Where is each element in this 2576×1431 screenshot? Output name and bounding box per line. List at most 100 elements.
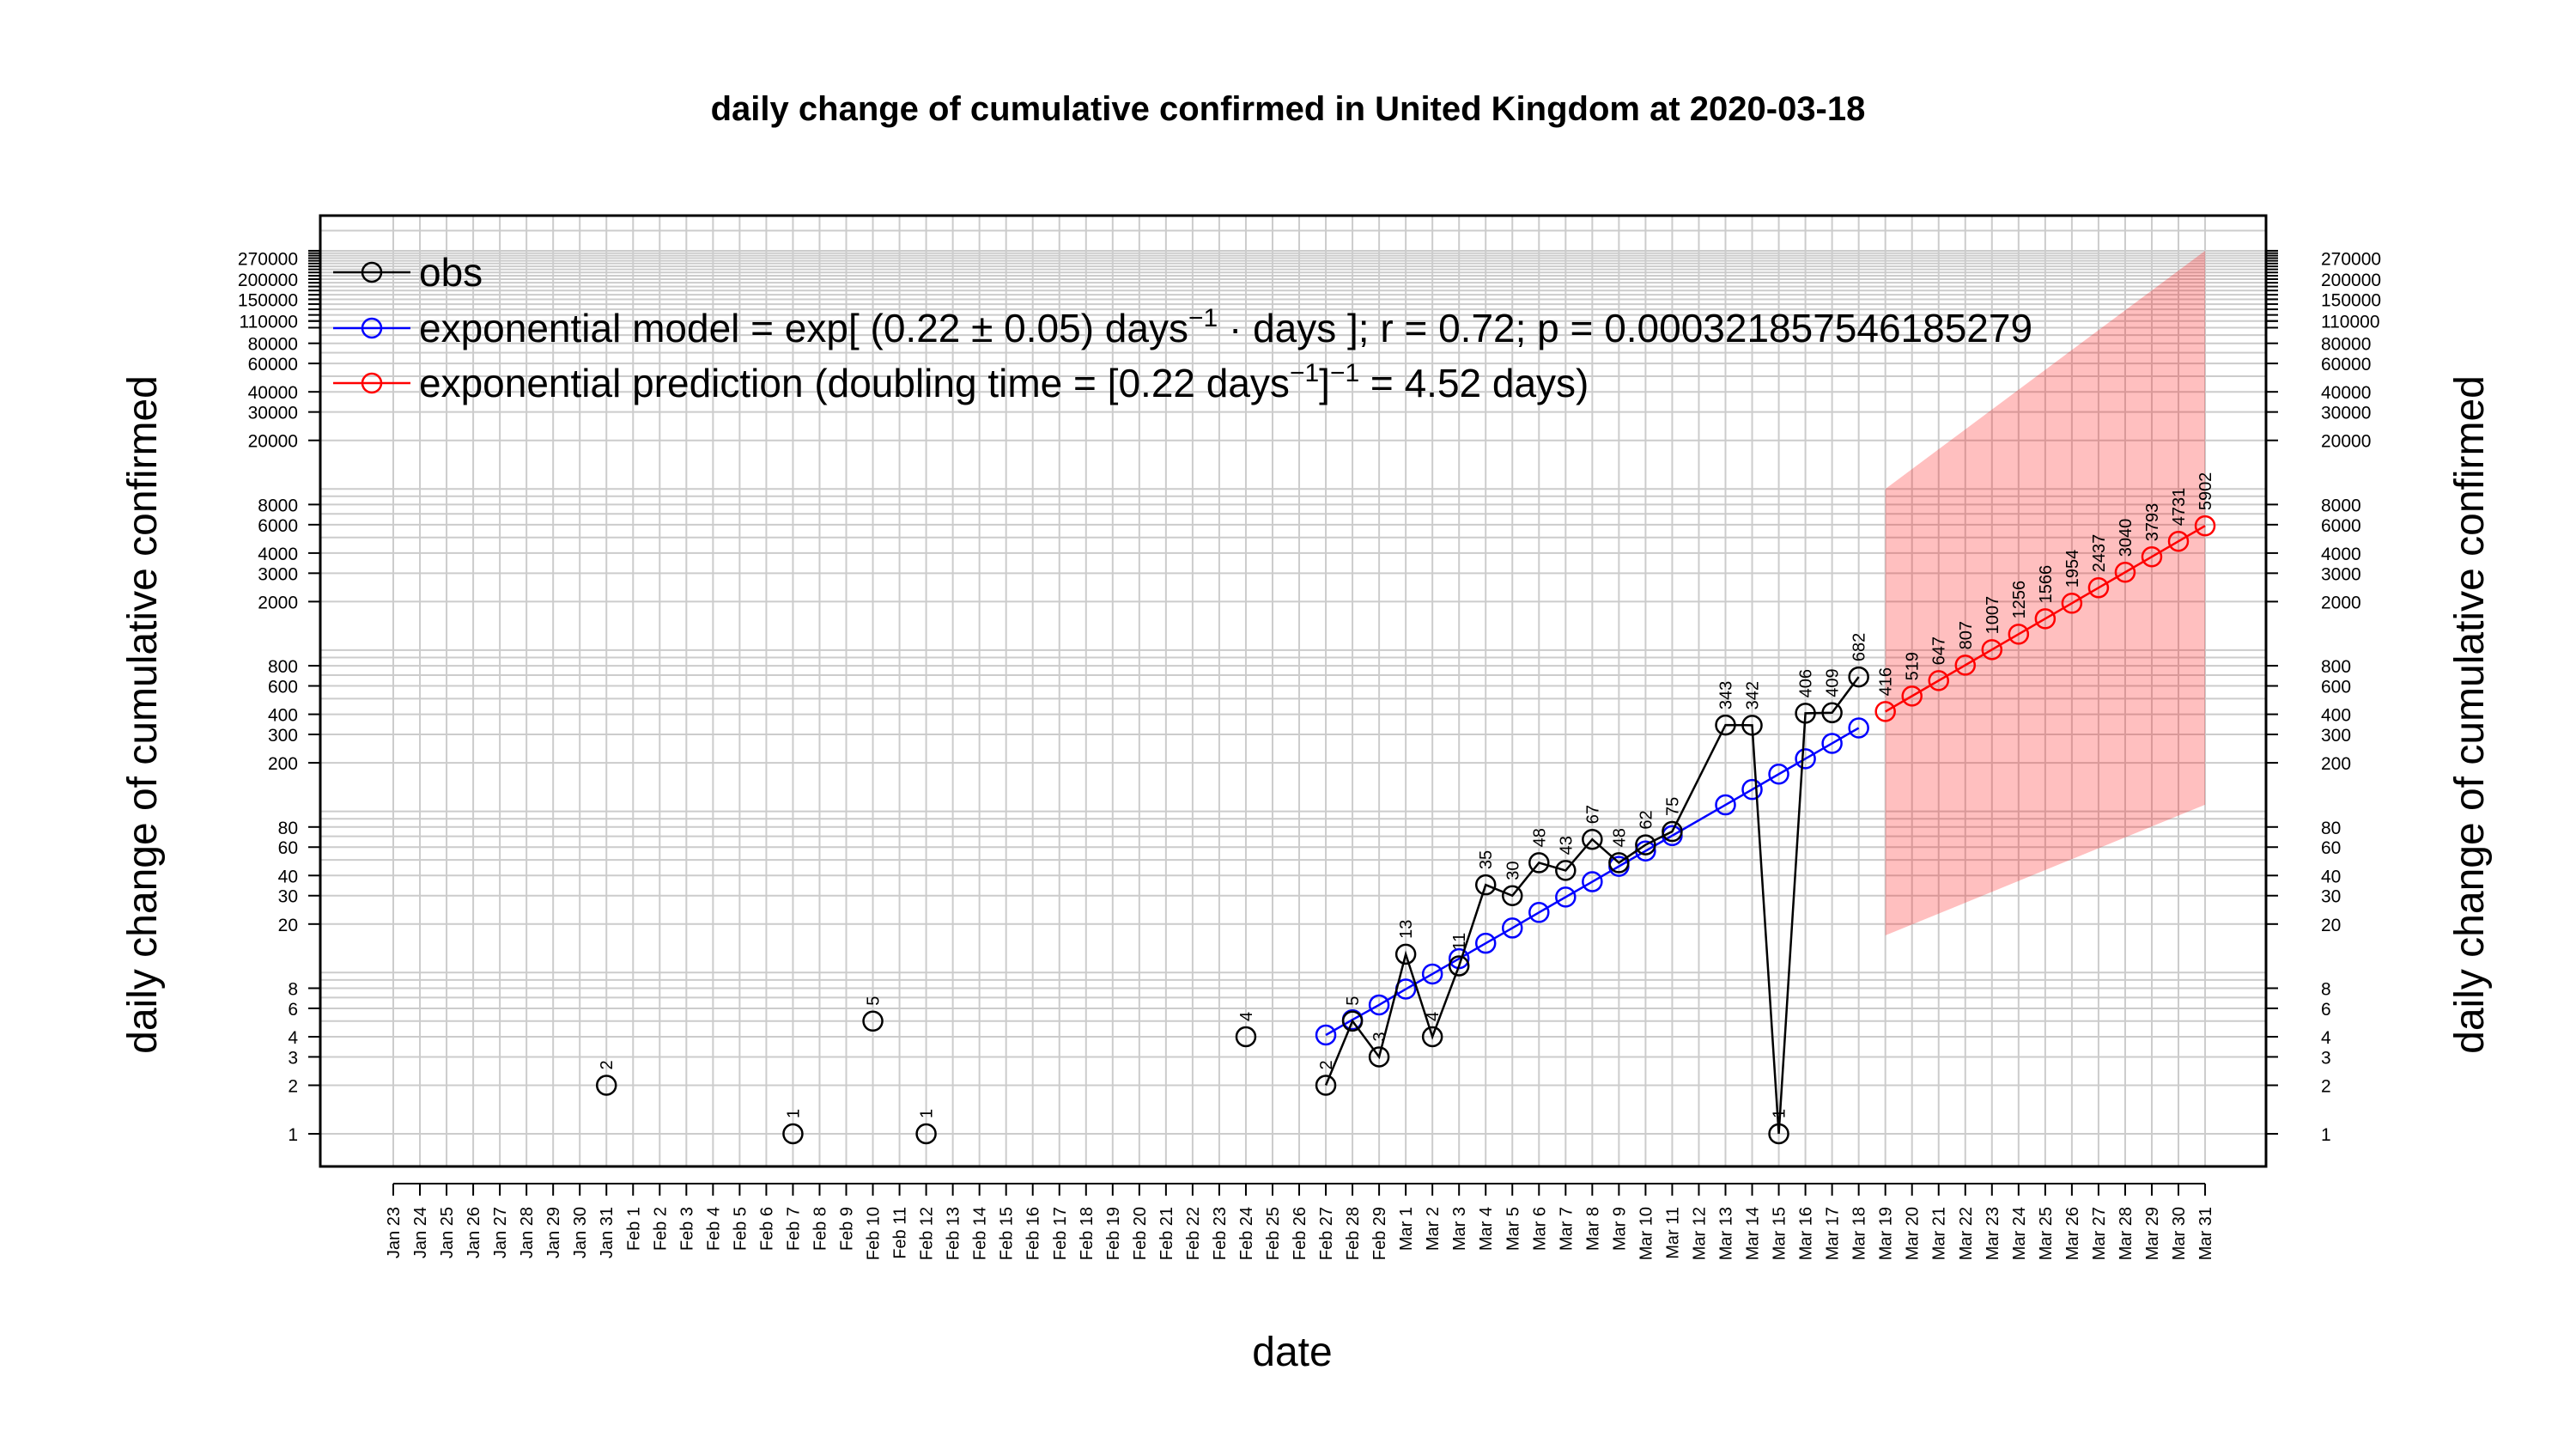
obs-data-label: 1 xyxy=(1771,1109,1789,1118)
prediction-data-label: 1256 xyxy=(2010,581,2029,619)
y-tick-label-left: 110000 xyxy=(239,313,298,332)
prediction-data-label: 807 xyxy=(1957,621,1976,649)
obs-point xyxy=(1394,943,1417,965)
legend-label: exponential model = exp[ (0.22 ± 0.05) d… xyxy=(419,304,2032,350)
y-tick-label-left: 600 xyxy=(268,678,298,697)
x-tick-label: Feb 22 xyxy=(1184,1207,1203,1260)
prediction-point xyxy=(2087,577,2110,599)
prediction-data-label: 4731 xyxy=(2170,488,2189,527)
obs-point xyxy=(1368,1046,1390,1068)
x-tick-label: Feb 6 xyxy=(757,1207,776,1251)
x-tick-label: Feb 26 xyxy=(1291,1207,1309,1260)
x-tick-label: Mar 30 xyxy=(2170,1207,2189,1260)
model-point xyxy=(1421,963,1443,985)
x-tick-label: Feb 5 xyxy=(731,1207,750,1251)
x-tick-label: Mar 2 xyxy=(1424,1207,1443,1251)
obs-point xyxy=(1715,714,1736,736)
prediction-point xyxy=(1954,655,1977,676)
obs-data-label: 43 xyxy=(1557,836,1576,855)
prediction-point xyxy=(1901,685,1923,707)
x-tick-label: Mar 27 xyxy=(2090,1207,2109,1260)
x-tick-label: Mar 11 xyxy=(1663,1207,1682,1259)
x-tick-label: Mar 1 xyxy=(1397,1207,1416,1251)
obs-data-label: 5 xyxy=(1344,996,1363,1006)
y-tick-label-left: 3 xyxy=(288,1048,298,1068)
y-tick-label-right: 200 xyxy=(2321,754,2351,774)
x-tick-label: Mar 26 xyxy=(2063,1207,2082,1260)
obs-point xyxy=(1635,834,1656,856)
y-tick-label-right: 200000 xyxy=(2321,271,2381,290)
x-tick-label: Mar 9 xyxy=(1610,1207,1629,1251)
y-tick-label-right: 80000 xyxy=(2321,335,2371,355)
x-tick-label: Feb 7 xyxy=(784,1207,803,1251)
x-tick-label: Feb 17 xyxy=(1051,1207,1070,1260)
legend-marker xyxy=(361,261,383,283)
obs-point xyxy=(1662,820,1683,843)
y-tick-label-left: 200 xyxy=(268,754,298,774)
obs-point xyxy=(1448,955,1470,977)
y-tick-label-right: 6 xyxy=(2321,1000,2331,1020)
prediction-data-label: 1007 xyxy=(1984,596,2002,635)
obs-data-label: 11 xyxy=(1450,933,1469,951)
y-tick-label-right: 300 xyxy=(2321,726,2351,746)
obs-point xyxy=(1768,1123,1789,1145)
y-tick-label-left: 40 xyxy=(278,867,298,886)
obs-data-label: 75 xyxy=(1663,797,1682,816)
x-tick-label: Feb 13 xyxy=(945,1207,963,1260)
y-tick-label-left: 6000 xyxy=(258,516,298,536)
obs-data-label: 1 xyxy=(918,1109,937,1118)
y-tick-label-right: 270000 xyxy=(2321,250,2381,270)
y-tick-label-right: 2 xyxy=(2321,1076,2331,1096)
obs-data-label: 406 xyxy=(1797,669,1816,697)
y-tick-label-right: 40000 xyxy=(2321,383,2371,403)
x-tick-label: Mar 24 xyxy=(2010,1207,2029,1260)
x-tick-label: Mar 20 xyxy=(1904,1207,1923,1260)
model-point xyxy=(1555,886,1577,908)
y-tick-label-left: 6 xyxy=(288,1000,298,1020)
obs-data-label: 682 xyxy=(1850,633,1869,661)
obs-point xyxy=(1341,1010,1364,1032)
obs-point xyxy=(1235,1026,1257,1048)
model-point xyxy=(1582,871,1603,892)
y-tick-label-right: 8 xyxy=(2321,979,2331,999)
y-tick-label-right: 400 xyxy=(2321,706,2351,726)
legend-marker xyxy=(361,317,383,339)
grid xyxy=(320,216,2266,1166)
obs-point xyxy=(1421,1026,1443,1048)
x-tick-label: Feb 16 xyxy=(1024,1207,1043,1260)
x-tick-label: Jan 30 xyxy=(571,1207,590,1258)
x-tick-label: Feb 8 xyxy=(811,1207,829,1251)
x-tick-label: Mar 4 xyxy=(1477,1207,1496,1251)
obs-point xyxy=(1608,852,1630,874)
obs-data-label: 13 xyxy=(1397,920,1416,939)
obs-data-label: 2 xyxy=(598,1060,617,1069)
x-tick-label: Mar 29 xyxy=(2143,1207,2162,1260)
prediction-data-label: 1566 xyxy=(2037,565,2056,604)
obs-data-label: 67 xyxy=(1583,805,1602,824)
x-tick-label: Feb 23 xyxy=(1211,1207,1230,1260)
obs-data-label: 48 xyxy=(1530,828,1549,847)
x-tick-label: Feb 24 xyxy=(1237,1207,1256,1260)
obs-data-label: 4 xyxy=(1424,1012,1443,1021)
y-tick-label-right: 40 xyxy=(2321,867,2341,886)
obs-data-label: 1 xyxy=(784,1109,803,1118)
obs-data-label: 409 xyxy=(1824,668,1843,697)
x-tick-label: Feb 19 xyxy=(1104,1207,1123,1260)
y-tick-label-right: 4 xyxy=(2321,1028,2331,1048)
y-tick-label-right: 30 xyxy=(2321,887,2341,907)
obs-data-label: 35 xyxy=(1477,850,1496,869)
y-tick-label-right: 60 xyxy=(2321,838,2341,858)
y-axis-label-right: daily change of cumulative confirmed xyxy=(2447,375,2493,1054)
y-tick-label-right: 8000 xyxy=(2321,496,2361,515)
x-tick-label: Feb 20 xyxy=(1131,1207,1150,1260)
x-tick-label: Jan 26 xyxy=(465,1207,483,1258)
obs-line xyxy=(1324,676,1860,1135)
y-tick-label-left: 8 xyxy=(288,979,298,999)
obs-point xyxy=(1528,852,1550,874)
prediction-data-label: 3040 xyxy=(2117,519,2136,557)
model-point xyxy=(1848,717,1869,739)
prediction-point xyxy=(2194,515,2216,537)
y-tick-label-right: 60000 xyxy=(2321,355,2371,374)
